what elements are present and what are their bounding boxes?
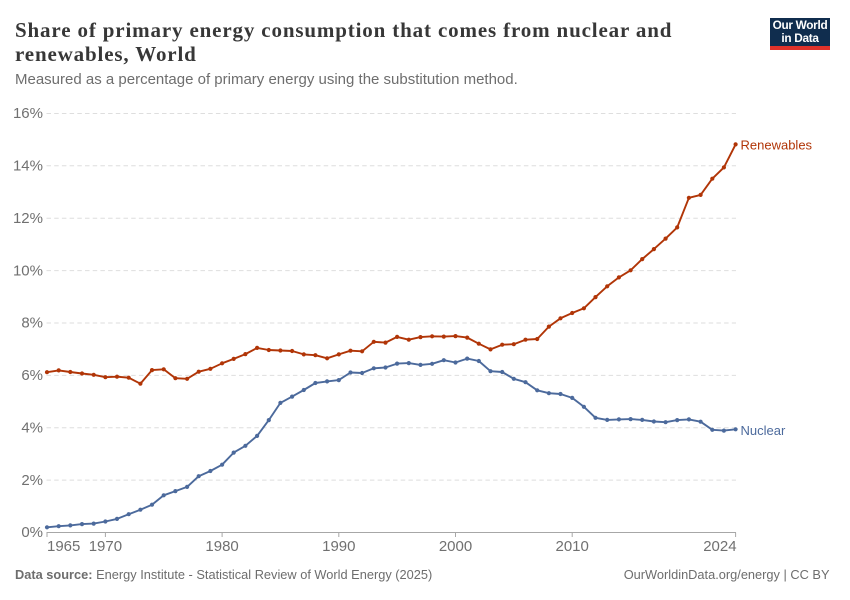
- svg-text:Nuclear: Nuclear: [741, 423, 786, 438]
- svg-text:10%: 10%: [13, 262, 43, 279]
- svg-text:1980: 1980: [205, 538, 238, 555]
- svg-text:2010: 2010: [556, 538, 589, 555]
- svg-text:2024: 2024: [703, 538, 736, 555]
- svg-text:16%: 16%: [13, 105, 43, 122]
- svg-text:2000: 2000: [439, 538, 472, 555]
- svg-text:6%: 6%: [21, 367, 43, 384]
- svg-text:4%: 4%: [21, 419, 43, 436]
- svg-text:1970: 1970: [89, 538, 122, 555]
- svg-text:2%: 2%: [21, 472, 43, 489]
- svg-text:Renewables: Renewables: [741, 137, 813, 152]
- svg-text:0%: 0%: [21, 524, 43, 541]
- svg-text:1990: 1990: [322, 538, 355, 555]
- svg-text:12%: 12%: [13, 210, 43, 227]
- svg-text:8%: 8%: [21, 315, 43, 332]
- svg-text:1965: 1965: [47, 538, 80, 555]
- svg-text:14%: 14%: [13, 158, 43, 175]
